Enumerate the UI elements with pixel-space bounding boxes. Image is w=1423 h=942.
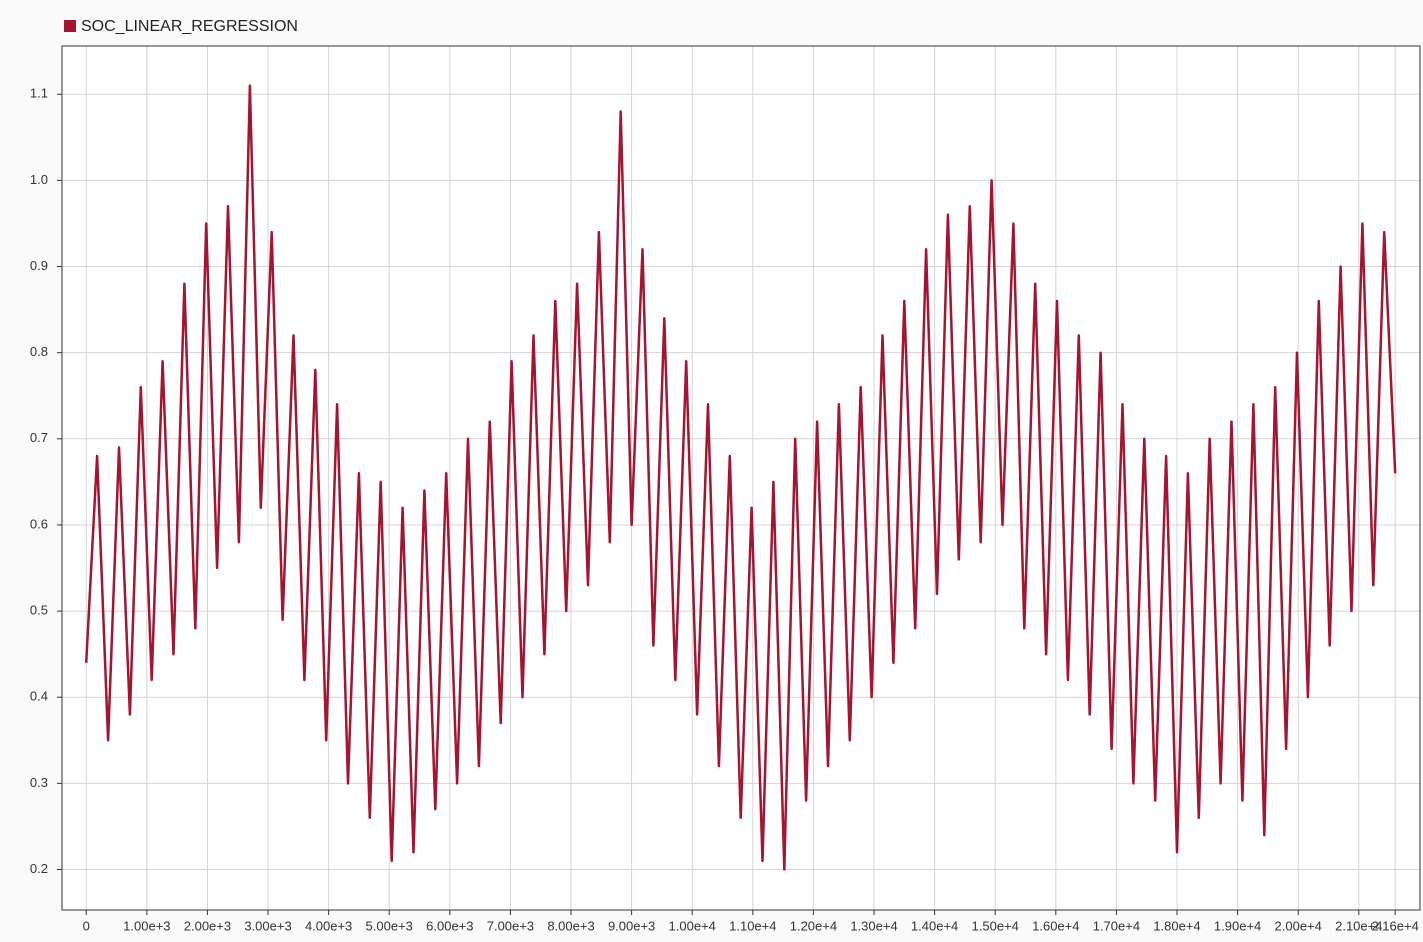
y-tick-label: 0.6 — [30, 516, 48, 531]
x-tick-label: 2.10e+4 — [1335, 918, 1382, 933]
x-tick-label: 1.90e+4 — [1214, 918, 1261, 933]
y-tick-label: 0.5 — [30, 603, 48, 618]
y-tick-label: 0.3 — [30, 775, 48, 790]
x-tick-label: 8.00e+3 — [547, 918, 594, 933]
labels: 0.2 0.3 0.4 0.5 0.6 0.7 0.8 0.9 1.0 1.1 0 1.00e+3 2.… — [30, 18, 1419, 933]
x-tick-label: 2.00e+4 — [1275, 918, 1322, 933]
x-tick-label: 6.00e+3 — [426, 918, 473, 933]
plot-frame — [61, 45, 1421, 911]
y-tick-label: 0.2 — [30, 861, 48, 876]
grid — [62, 46, 1420, 910]
x-tick-label: 1.40e+4 — [911, 918, 958, 933]
y-tick-label: 0.8 — [30, 344, 48, 359]
x-tick-label: 7.00e+3 — [487, 918, 534, 933]
x-tick-label: 9.00e+3 — [608, 918, 655, 933]
y-tick-label: 0.7 — [30, 430, 48, 445]
x-tick-label: 1.50e+4 — [972, 918, 1019, 933]
y-tick-label: 1.1 — [30, 86, 48, 101]
x-tick-label: 5.00e+3 — [366, 918, 413, 933]
x-tick-label: 2.16e+4 — [1371, 918, 1418, 933]
y-tick-label: 1.0 — [30, 172, 48, 187]
x-tick-label: 1.70e+4 — [1093, 918, 1140, 933]
x-tick-label: 4.00e+3 — [305, 918, 352, 933]
series-line — [84, 84, 1397, 871]
x-tick-label: 1.00e+4 — [669, 918, 716, 933]
x-tick-label: 3.00e+3 — [244, 918, 291, 933]
x-tick-label: 1.20e+4 — [790, 918, 837, 933]
y-tick-label: 0.9 — [30, 258, 48, 273]
legend-swatch — [64, 20, 76, 32]
y-tick-label: 0.4 — [30, 689, 48, 704]
legend-label: SOC_LINEAR_REGRESSION — [81, 18, 298, 35]
x-tick-label: 1.80e+4 — [1153, 918, 1200, 933]
x-tick-label: 1.00e+3 — [123, 918, 170, 933]
x-tick-label: 2.00e+3 — [184, 918, 231, 933]
x-tick-label: 0 — [83, 918, 90, 933]
x-tick-label: 1.30e+4 — [850, 918, 897, 933]
marks — [84, 84, 1397, 871]
x-tick-label: 1.60e+4 — [1032, 918, 1079, 933]
x-tick-label: 1.10e+4 — [729, 918, 776, 933]
